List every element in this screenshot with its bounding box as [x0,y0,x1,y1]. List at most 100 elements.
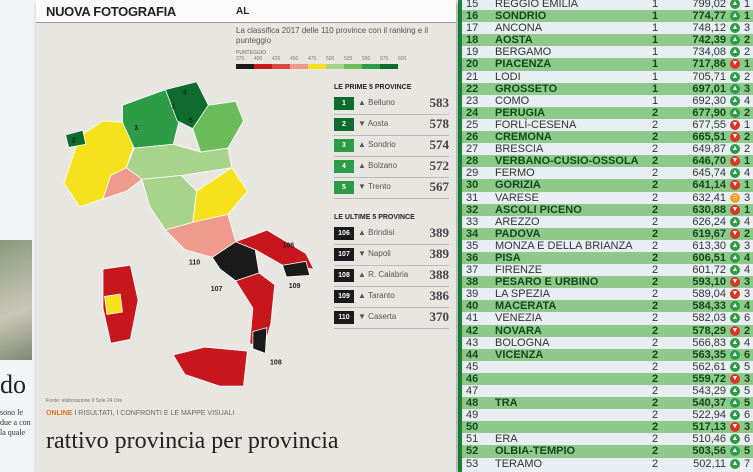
rank: 21 [466,70,479,83]
score: 584,33 [692,300,726,313]
rank: 29 [466,167,479,180]
trend-down-icon: ▼ [730,373,740,384]
trend-up-icon: ▲ [730,35,740,46]
score: 734,08 [692,46,726,59]
trend-arrow-icon: ▼ [358,119,366,128]
province-name: Sondrio [368,140,396,149]
legend-swatch [380,64,398,69]
rank: 32 [466,203,479,216]
rank: 47 [466,385,479,397]
italy-map: 1 2 3 4 5 106 107 108 109 110 [63,81,315,387]
score: 543,29 [692,385,726,397]
rank-list-item: 110 ▼ Caserta 370 [334,308,449,329]
group: 1 [652,46,659,59]
previous-value: 3 [744,421,751,434]
trend-up-icon: ▲ [730,313,740,324]
previous-value: 3 [744,22,751,35]
score: 582,03 [692,312,726,325]
region-aosta [65,129,87,148]
table-row: 24 PERUGIA 2 677,90 ▲ 2 [462,106,753,119]
table-row: 23 COMO 1 692,30 ▲ 4 [462,95,753,107]
table-row: 19 BERGAMO 1 734,08 ▲ 2 [462,46,753,58]
previous-value: 5 [744,360,751,373]
score: 593,10 [692,276,726,289]
rank: 35 [466,239,479,252]
province-name: COMO [495,94,530,107]
rank: 18 [466,34,479,47]
legend-swatch [290,64,308,69]
top-5-heading: LE PRIME 5 PROVINCE [334,84,412,91]
position-badge: 5 [334,181,354,194]
legend-swatch [326,64,344,69]
region-puglia [234,229,315,270]
trend-down-icon: ▼ [730,59,740,70]
score: 705,71 [692,70,726,83]
previous-value: 5 [744,385,751,397]
previous-value: 4 [744,94,751,107]
previous-value: 1 [744,179,751,192]
score: 630,88 [692,203,726,216]
table-row: 47 2 543,29 ▲ 5 [462,385,753,397]
previous-value: 3 [744,276,751,289]
province-entry: ▼ Aosta [358,119,388,128]
group: 1 [652,58,659,71]
group: 2 [652,276,659,289]
headline-fragment: do [0,370,26,399]
province-name: Napoli [368,249,391,258]
table-row: 45 2 562,61 ▲ 5 [462,361,753,373]
legend-tick: 450 [290,56,299,62]
position-badge: 107 [334,248,354,261]
previous-value: 4 [744,215,751,228]
previous-value: 6 [744,312,751,325]
legend-swatch [344,64,362,69]
province-entry: ▲ Brindisi [358,228,394,237]
previous-value: 2 [744,324,751,337]
trend-up-icon: ▲ [730,107,740,118]
table-row: 33 AREZZO 2 626,24 ▲ 4 [462,216,753,228]
table-row: 22 GROSSETO 1 697,01 ▲ 3 [462,82,753,95]
rank-list-item: 106 ▲ Brindisi 389 [334,224,449,245]
previous-value: 2 [744,46,751,59]
table-row: 28 VERBANO-CUSIO-OSSOLA 2 646,70 ▼ 1 [462,155,753,168]
trend-up-icon: ▲ [730,458,740,469]
score: 692,30 [692,94,726,107]
table-row: 32 ASCOLI PICENO 2 630,88 ▼ 1 [462,203,753,216]
trend-up-icon: ▲ [730,361,740,372]
province-entry: ▼ Caserta [358,312,396,321]
province-entry: ▲ Belluno [358,98,395,107]
previous-value: 1 [744,155,751,168]
score: 567 [429,179,450,194]
score: 619,67 [692,227,726,240]
legend-tick: 575 [380,56,389,62]
group: 2 [652,421,659,434]
score: 370 [429,309,450,324]
map-title: NUOVA FOTOGRAFIA [46,4,177,19]
previous-value: 1 [744,203,751,216]
table-row: 43 BOLOGNA 2 566,83 ▲ 4 [462,337,753,349]
table-row: 27 BRESCIA 2 649,87 ▲ 2 [462,143,753,155]
province-name: Caserta [368,312,397,321]
rank: 20 [466,58,479,71]
rank: 33 [466,215,479,228]
province-name: PERUGIA [495,106,546,119]
region-reggio [252,327,268,354]
rank: 49 [466,409,479,422]
group: 2 [652,131,659,144]
province-name: ERA [495,433,518,446]
trend-down-icon: ▼ [730,204,740,215]
table-row: 15 REGGIO EMILIA 1 799,02 ▲ 1 [462,0,753,10]
region-oristano [104,293,123,315]
table-row: 50 2 517,13 ▼ 3 [462,421,753,434]
legend-swatch [236,64,254,69]
province-name: NOVARA [495,324,542,337]
table-row: 49 2 522,94 ▲ 6 [462,409,753,421]
table-row: 36 PISA 2 606,51 ▲ 4 [462,251,753,265]
group: 2 [652,167,659,180]
group: 2 [652,239,659,252]
bottom-5-list: LE ULTIME 5 PROVINCE 106 ▲ Brindisi 389 107… [334,214,449,329]
position-badge: 108 [334,269,354,282]
table-row: 17 ANCONA 1 748,12 ▲ 3 [462,22,753,34]
trend-down-icon: ▼ [730,132,740,143]
table-row: 30 GORIZIA 2 641,14 ▼ 1 [462,179,753,192]
group: 2 [652,203,659,216]
